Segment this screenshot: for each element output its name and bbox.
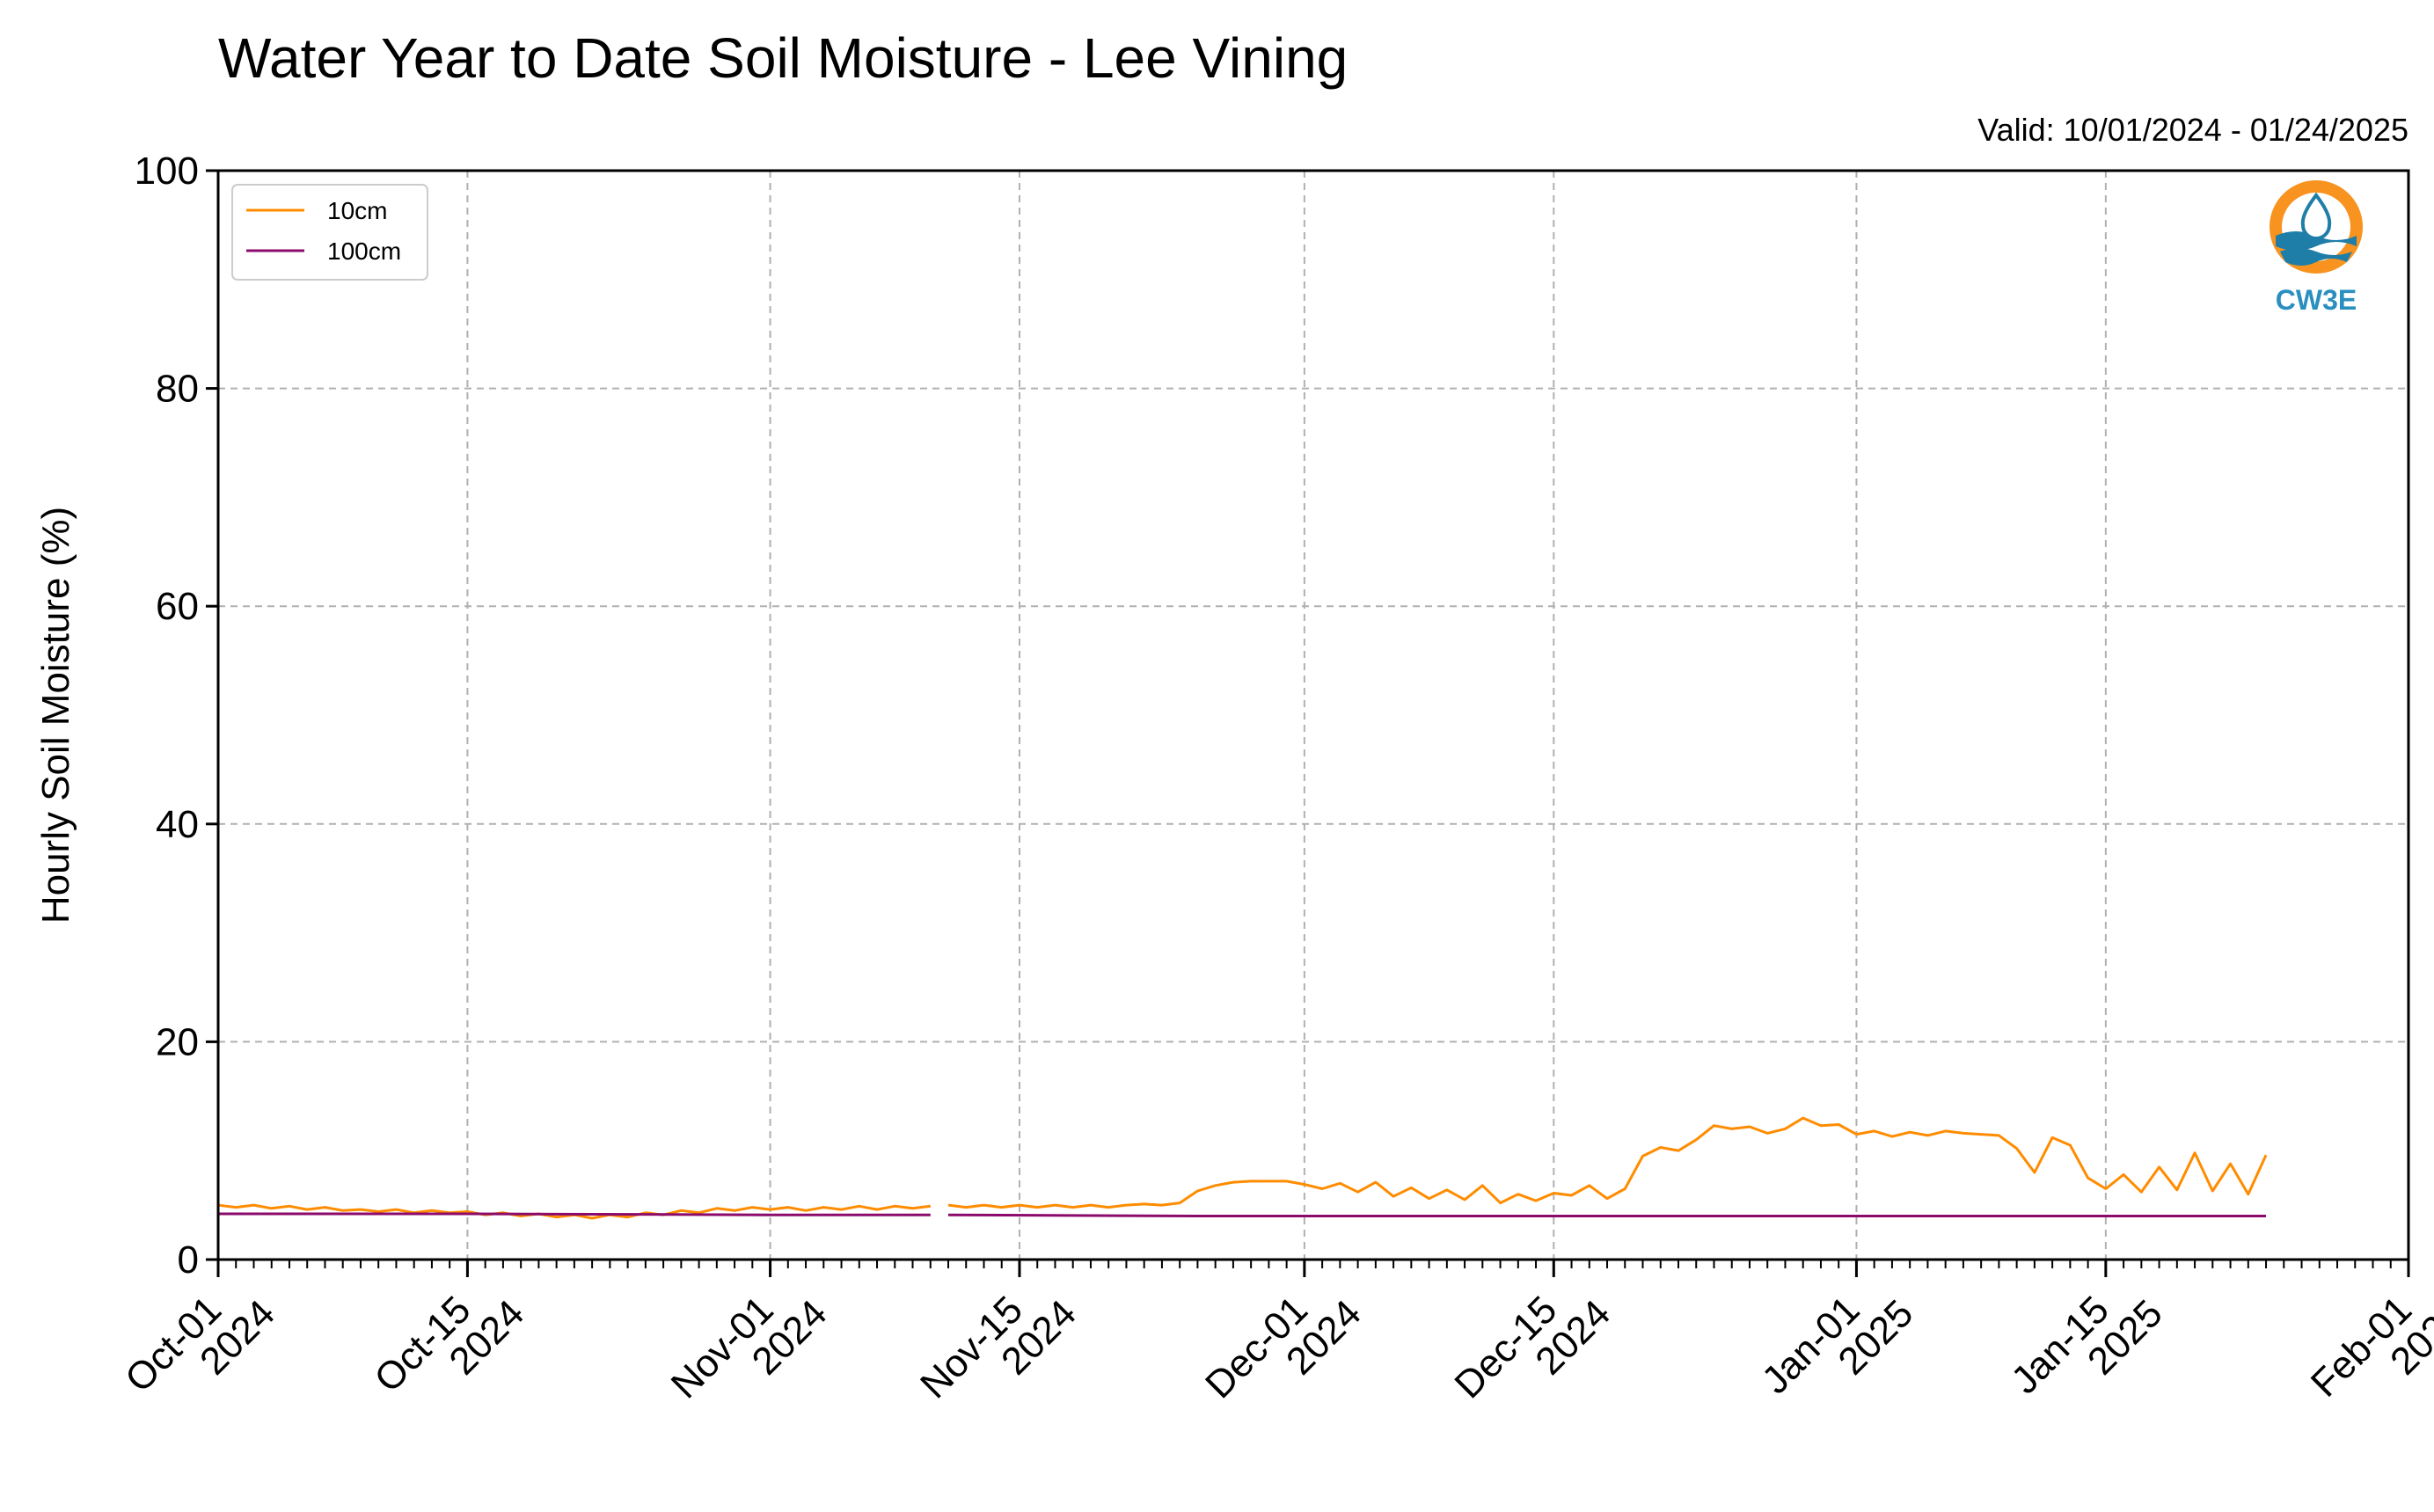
series-lines [217, 1116, 2268, 1220]
grid-lines [217, 170, 2409, 1260]
logo-wave-icon [2276, 231, 2357, 251]
y-tick-label: 80 [156, 368, 199, 411]
legend: 10cm 100cm [231, 184, 428, 281]
logo-text: CW3E [2276, 284, 2357, 316]
legend-label-10cm: 10cm [327, 197, 387, 224]
plot-frame [216, 169, 2410, 1261]
y-axis-label: Hourly Soil Moisture (%) [34, 507, 77, 924]
chart-subtitle: Valid: 10/01/2024 - 01/24/2025 [1977, 112, 2408, 148]
legend-label-100cm: 100cm [327, 237, 401, 265]
y-tick-label: 20 [156, 1020, 199, 1063]
logo-droplet-icon [2300, 192, 2332, 240]
series-line-100cm [218, 1212, 2266, 1217]
axes [206, 169, 2410, 1277]
y-tick-labels: 0 20 40 60 80 100 [135, 150, 199, 1282]
chart-title: Water Year to Date Soil Moisture - Lee V… [218, 26, 1348, 90]
logo-ring-icon [2270, 180, 2363, 274]
legend-box [231, 184, 428, 281]
series-line-10cm [217, 1116, 2268, 1220]
y-tick-label: 0 [178, 1238, 199, 1282]
y-tick-label: 60 [156, 585, 199, 628]
cw3e-logo: CW3E [2270, 180, 2363, 316]
y-tick-label: 100 [135, 150, 199, 193]
y-tick-label: 40 [156, 803, 199, 846]
logo-wave-icon [2280, 248, 2352, 266]
